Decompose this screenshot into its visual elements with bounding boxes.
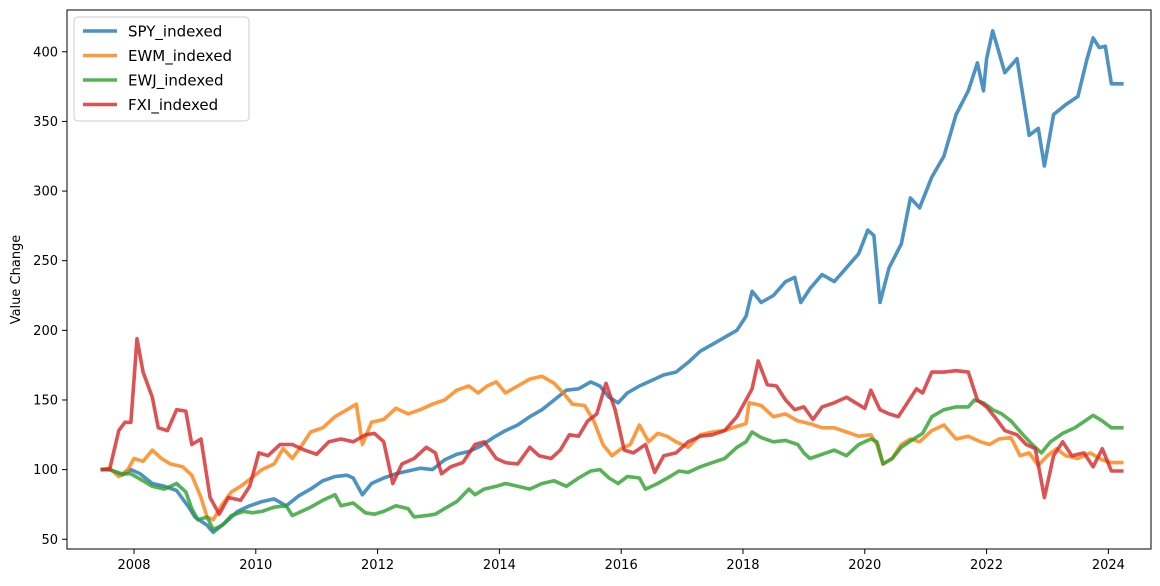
legend-label: EWJ_indexed [128,72,224,91]
plot-frame [66,9,1152,550]
series-line-spy-indexed [100,29,1124,535]
legend-label: SPY_indexed [128,23,222,42]
legend: SPY_indexed EWM_indexed EWJ_indexed FXI_ind… [73,16,250,122]
y-tick-label: 350 [33,115,58,130]
legend-box [73,16,250,122]
series-line-ewm-indexed [100,374,1124,522]
plot-lines [100,29,1124,535]
x-tick-label: 2018 [726,558,759,573]
y-tick-label: 100 [33,463,58,478]
y-axis-title: Value Change [9,235,24,325]
series-line-ewj-indexed [100,398,1124,532]
legend-label: FXI_indexed [128,96,218,115]
x-tick-label: 2008 [117,558,150,573]
y-tick-label: 300 [33,185,58,200]
x-tick-label: 2010 [239,558,272,573]
y-tick-label: 200 [33,324,58,339]
x-tick-label: 2016 [605,558,638,573]
legend-label: EWM_indexed [128,47,232,66]
x-tick-label: 2022 [970,558,1003,573]
x-axis: 2008 2010 2012 2014 2016 2018 2020 2022 2024 [117,549,1125,573]
y-tick-label: 50 [41,533,58,548]
y-tick-label: 150 [33,393,58,408]
x-tick-label: 2020 [848,558,881,573]
y-tick-label: 250 [33,254,58,269]
x-tick-label: 2014 [483,558,516,573]
series-line-fxi-indexed [100,336,1124,516]
y-tick-label: 400 [33,45,58,60]
x-tick-label: 2024 [1092,558,1125,573]
y-axis: 50 100 150 200 250 300 350 400 [33,45,67,548]
x-tick-label: 2012 [361,558,394,573]
